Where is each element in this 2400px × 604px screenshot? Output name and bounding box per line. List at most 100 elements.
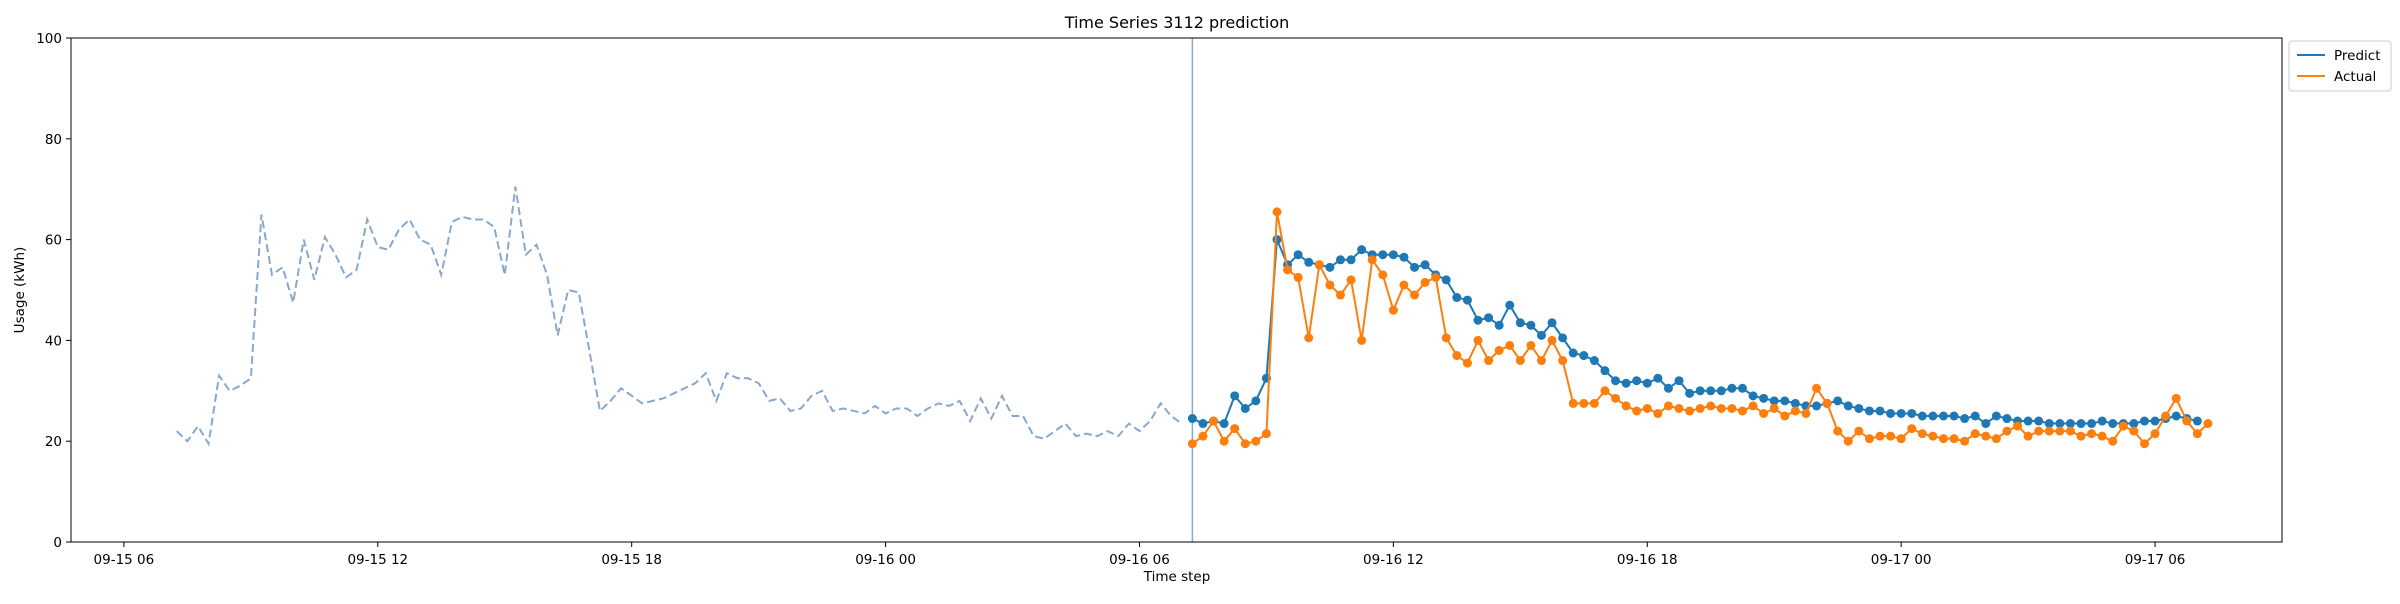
predict-data-point [1219, 419, 1229, 429]
predict-data-point [2171, 411, 2181, 421]
predict-data-point [2044, 419, 2054, 429]
predict-data-point [1812, 401, 1822, 411]
actual-data-point [1187, 439, 1197, 449]
actual-data-point [1938, 434, 1948, 444]
predict-data-point [2087, 419, 2097, 429]
predict-data-point [1685, 388, 1695, 398]
actual-data-point [1991, 434, 2001, 444]
predict-data-point [2192, 416, 2202, 426]
predict-data-point [1790, 398, 1800, 408]
actual-data-point [1209, 416, 1219, 426]
predict-data-point [1452, 293, 1462, 303]
actual-data-point [1261, 429, 1271, 439]
predict-data-point [2034, 416, 2044, 426]
actual-data-point [2171, 393, 2181, 403]
actual-data-point [2192, 429, 2202, 439]
actual-data-point [1886, 431, 1896, 441]
actual-data-point [1462, 358, 1472, 368]
actual-data-point [2118, 421, 2128, 431]
predict-data-point [1335, 255, 1345, 265]
actual-data-point [1579, 398, 1589, 408]
predict-data-point [1484, 313, 1494, 323]
predict-data-point [1970, 411, 1980, 421]
actual-data-point [1769, 403, 1779, 413]
actual-data-point [1357, 335, 1367, 345]
predict-data-point [1854, 403, 1864, 413]
actual-data-point [2087, 429, 2097, 439]
actual-data-point [1960, 436, 1970, 446]
y-tick-label: 80 [45, 132, 62, 148]
actual-data-point [2002, 426, 2012, 436]
actual-data-point [1653, 408, 1663, 418]
predict-data-point [1251, 396, 1261, 406]
predict-data-point [1304, 257, 1314, 267]
actual-data-point [1716, 403, 1726, 413]
actual-data-point [1251, 436, 1261, 446]
legend-box [2288, 40, 2392, 92]
actual-data-point [1473, 335, 1483, 345]
actual-data-point [2182, 416, 2192, 426]
predict-data-point [2023, 416, 2033, 426]
predict-data-point [1494, 320, 1504, 330]
actual-data-point [1378, 270, 1388, 280]
actual-data-point [2055, 426, 2065, 436]
predict-data-point [1886, 408, 1896, 418]
actual-data-point [1526, 340, 1536, 350]
actual-data-point [1420, 277, 1430, 287]
actual-data-point [1240, 439, 1250, 449]
actual-data-point [1219, 436, 1229, 446]
predict-data-point [1864, 406, 1874, 416]
x-tick-label: 09-15 06 [94, 552, 155, 568]
actual-data-point [2203, 419, 2213, 429]
predict-data-point [1515, 318, 1525, 328]
actual-data-point [1833, 426, 1843, 436]
predict-data-point [1949, 411, 1959, 421]
actual-data-point [1822, 398, 1832, 408]
predict-data-point [1325, 262, 1335, 272]
actual-data-point [1790, 406, 1800, 416]
actual-data-point [1917, 429, 1927, 439]
predict-data-point [1293, 250, 1303, 260]
actual-data-point [1304, 333, 1314, 343]
predict-data-point [1716, 386, 1726, 396]
predict-data-point [1346, 255, 1356, 265]
predict-data-point [1410, 262, 1420, 272]
predict-data-point [1547, 318, 1557, 328]
predict-data-point [1663, 383, 1673, 393]
predict-data-point [1833, 396, 1843, 406]
actual-data-point [1875, 431, 1885, 441]
actual-data-point [2013, 421, 2023, 431]
predict-data-point [1981, 419, 1991, 429]
x-axis-label: Time step [1143, 569, 1211, 585]
actual-data-point [1367, 255, 1377, 265]
actual-data-point [1727, 403, 1737, 413]
actual-data-point [1410, 290, 1420, 300]
x-tick-label: 09-16 18 [1617, 552, 1678, 568]
actual-data-point [1748, 401, 1758, 411]
actual-data-point [1589, 398, 1599, 408]
actual-data-point [1621, 401, 1631, 411]
predict-data-point [1896, 408, 1906, 418]
actual-data-point [2023, 431, 2033, 441]
predict-data-point [1378, 250, 1388, 260]
actual-data-point [2139, 439, 2149, 449]
actual-data-point [1547, 335, 1557, 345]
actual-data-point [1949, 434, 1959, 444]
actual-data-point [2097, 431, 2107, 441]
predict-data-point [1706, 386, 1716, 396]
predict-data-point [1695, 386, 1705, 396]
actual-data-point [1452, 351, 1462, 361]
predict-data-point [1917, 411, 1927, 421]
actual-data-point [1568, 398, 1578, 408]
predict-data-point [1536, 330, 1546, 340]
actual-data-point [1230, 424, 1240, 434]
predict-data-point [1473, 315, 1483, 325]
legend-predict-label: Predict [2334, 48, 2381, 64]
actual-data-point [1685, 406, 1695, 416]
y-tick-label: 20 [45, 434, 62, 450]
actual-data-point [2044, 426, 2054, 436]
legend-actual-label: Actual [2334, 69, 2376, 85]
